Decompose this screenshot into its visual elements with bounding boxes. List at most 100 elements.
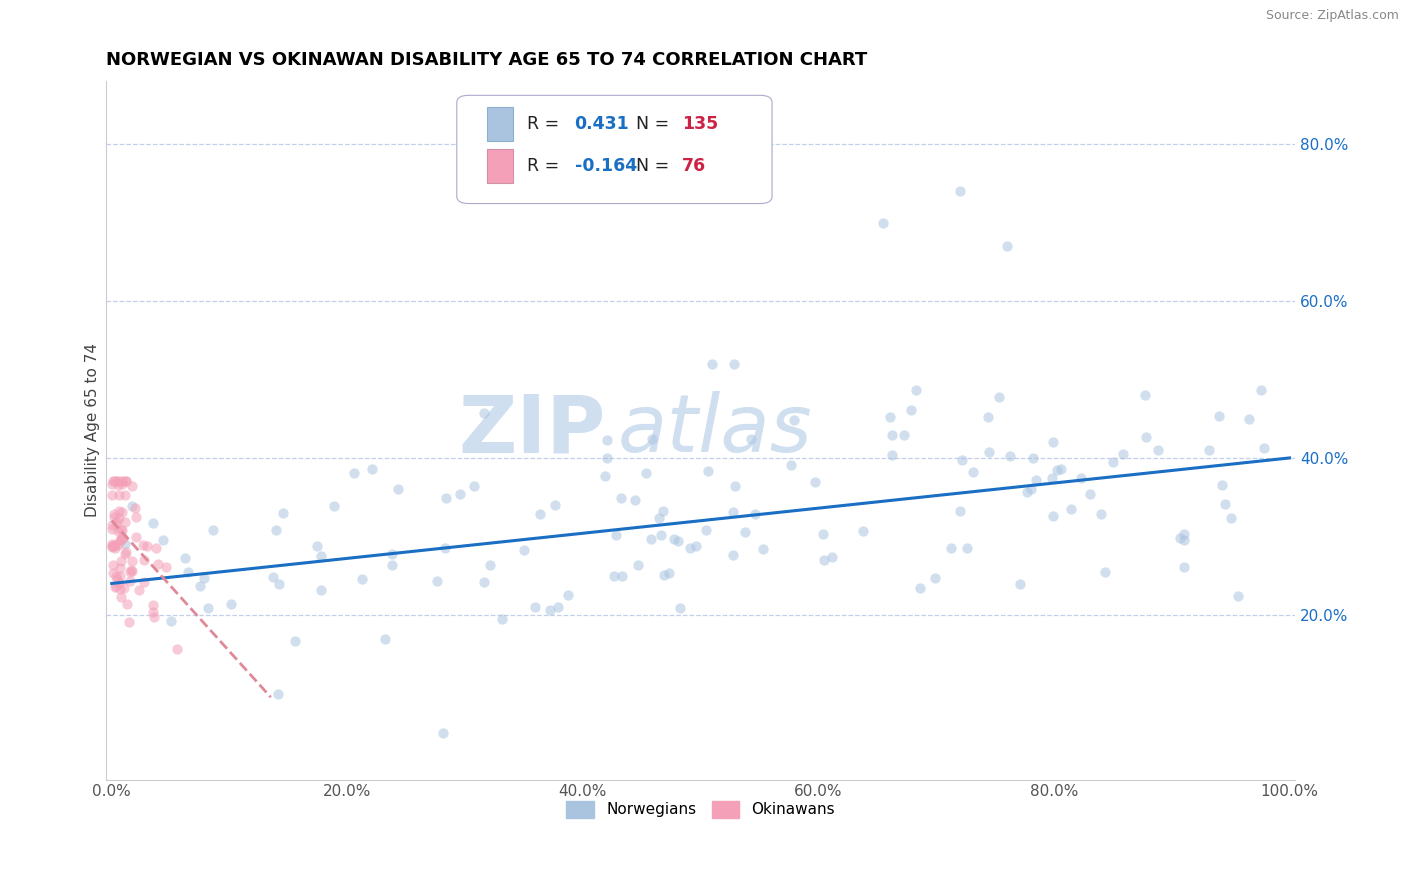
Point [721,548,744,562]
Point [107,524,129,538]
Point [107,538,129,552]
Point [744,507,766,521]
Point [361,462,384,476]
Point [610,491,633,505]
Point [101,475,124,489]
Point [950,453,973,467]
Point [491,612,513,626]
Point [1090,507,1112,521]
Point [811,527,834,541]
Point [174,551,197,566]
Point [640,532,662,546]
Point [650,528,672,542]
Point [434,491,457,505]
Point [1135,430,1157,444]
Point [114,515,136,529]
Point [740,432,762,446]
Point [193,571,215,585]
Point [120,563,142,577]
Point [1017,484,1039,499]
Point [472,406,495,420]
Point [734,525,756,540]
Point [177,566,200,580]
Point [463,478,485,492]
Point [904,383,927,397]
Point [1101,455,1123,469]
Point [110,523,132,537]
Point [962,465,984,479]
Point [652,504,675,518]
Point [1008,577,1031,591]
Point [381,547,404,561]
Point [1208,409,1230,423]
Point [882,448,904,462]
Point [101,540,124,554]
Point [103,538,125,552]
Point [120,565,142,579]
Point [605,528,627,542]
Point [121,554,143,568]
Point [121,479,143,493]
Point [1022,451,1045,466]
Point [101,488,124,502]
Text: -0.164: -0.164 [575,157,637,175]
Point [114,547,136,561]
Point [893,428,915,442]
Point [472,574,495,589]
Point [524,599,547,614]
Point [103,510,125,524]
Point [352,572,374,586]
Point [132,575,155,590]
Point [111,477,134,491]
Point [669,601,692,615]
Point [124,501,146,516]
Point [103,538,125,552]
Point [108,575,131,590]
Point [593,468,616,483]
Point [939,541,962,555]
Point [343,467,366,481]
Point [309,582,332,597]
Point [640,432,662,446]
Point [103,508,125,522]
Point [141,605,163,619]
Point [478,558,501,572]
Point [987,390,1010,404]
Point [105,514,128,528]
Point [658,566,681,581]
Point [121,499,143,513]
Point [103,566,125,580]
Point [1173,526,1195,541]
Point [666,534,689,549]
Point [105,516,128,531]
Point [1198,442,1220,457]
Point [679,541,702,556]
Point [1070,471,1092,485]
Point [602,569,624,583]
Point [1226,589,1249,603]
Point [1049,462,1071,476]
Point [664,533,686,547]
Point [103,539,125,553]
Point [105,475,128,489]
Point [105,572,128,586]
Point [1253,442,1275,456]
Point [1042,434,1064,449]
Point [266,523,288,537]
Point [1025,473,1047,487]
Point [108,511,131,525]
Point [128,583,150,598]
Text: NORWEGIAN VS OKINAWAN DISABILITY AGE 65 TO 74 CORRELATION CHART: NORWEGIAN VS OKINAWAN DISABILITY AGE 65 … [105,51,868,69]
Y-axis label: Disability Age 65 to 74: Disability Age 65 to 74 [86,343,100,517]
Point [271,506,294,520]
Point [114,537,136,551]
Point [381,558,404,572]
Point [880,428,903,442]
Point [104,580,127,594]
Point [103,475,125,489]
Point [557,588,579,602]
Point [529,508,551,522]
Point [105,475,128,489]
Point [956,541,979,555]
Point [872,216,894,230]
